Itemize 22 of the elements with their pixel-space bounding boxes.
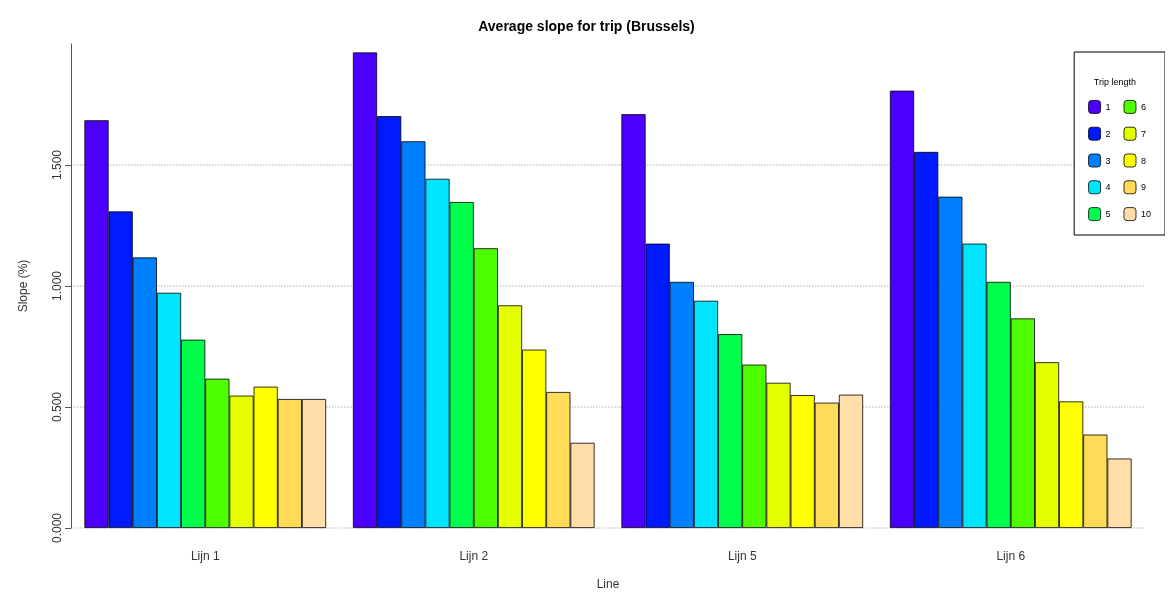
x-axis-title: Line <box>596 577 620 591</box>
x-tick-label: Lijn 1 <box>190 549 220 563</box>
x-tick-label: Lijn 5 <box>727 549 757 563</box>
y-tick-label: 1.000 <box>50 270 64 302</box>
legend-label: 5 <box>1105 209 1111 220</box>
legend-label: 6 <box>1140 101 1146 112</box>
y-tick-label: 1.500 <box>50 149 64 181</box>
y-tick-label: 0.000 <box>50 512 64 544</box>
legend-label: 9 <box>1140 182 1146 193</box>
legend-label: 8 <box>1140 155 1146 166</box>
legend-label: 3 <box>1105 155 1111 166</box>
y-axis-title: Slope (%) <box>16 259 30 313</box>
legend-label: 4 <box>1105 182 1111 193</box>
chart-title: Average slope for trip (Brussels) <box>478 18 695 34</box>
legend-label: 2 <box>1105 128 1111 139</box>
y-tick-label: 0.500 <box>50 391 64 423</box>
x-tick-label: Lijn 6 <box>996 549 1026 563</box>
legend-title: Trip length <box>1093 76 1136 87</box>
legend-label: 10 <box>1140 209 1151 220</box>
legend-label: 7 <box>1140 128 1146 139</box>
x-tick-label: Lijn 2 <box>459 549 489 563</box>
legend-label: 1 <box>1105 101 1111 112</box>
